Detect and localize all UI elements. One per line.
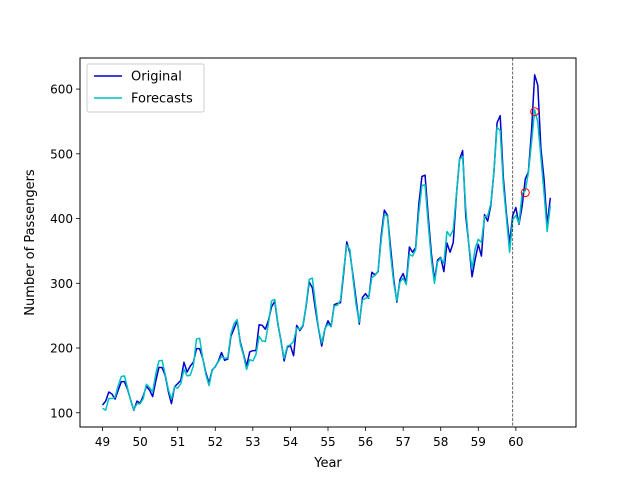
forecast-marker-1 <box>530 107 540 117</box>
x-tick-label: 60 <box>508 435 523 449</box>
forecast-marker-0 <box>520 188 530 198</box>
x-tick-label: 56 <box>358 435 373 449</box>
x-tick-label: 59 <box>471 435 486 449</box>
y-tick-label: 500 <box>50 147 73 161</box>
axes: 49 50 51 52 53 54 55 56 57 58 59 60 100 200 300 400 500 6… <box>50 83 523 449</box>
x-tick-label: 50 <box>132 435 147 449</box>
y-tick-label: 400 <box>50 212 73 226</box>
x-tick-label: 52 <box>208 435 223 449</box>
x-tick-label: 51 <box>170 435 185 449</box>
x-tick-label: 49 <box>95 435 110 449</box>
y-tick-label: 600 <box>50 83 73 97</box>
x-axis-label: Year <box>313 456 342 471</box>
x-tick-label: 53 <box>245 435 260 449</box>
x-tick-label: 55 <box>320 435 335 449</box>
y-tick-label: 100 <box>50 406 73 420</box>
y-tick-label: 300 <box>50 277 73 291</box>
legend-label-original: Original <box>131 70 182 85</box>
x-tick-label: 54 <box>283 435 298 449</box>
series-line-forecasts <box>102 109 552 411</box>
x-tick-label: 58 <box>433 435 448 449</box>
legend: Original Forecasts <box>86 63 205 113</box>
plot-area <box>101 58 552 427</box>
y-axis-label: Number of Passengers <box>23 169 38 316</box>
legend-label-forecasts: Forecasts <box>131 92 193 107</box>
y-tick-label: 200 <box>50 342 73 356</box>
x-tick-label: 57 <box>396 435 411 449</box>
